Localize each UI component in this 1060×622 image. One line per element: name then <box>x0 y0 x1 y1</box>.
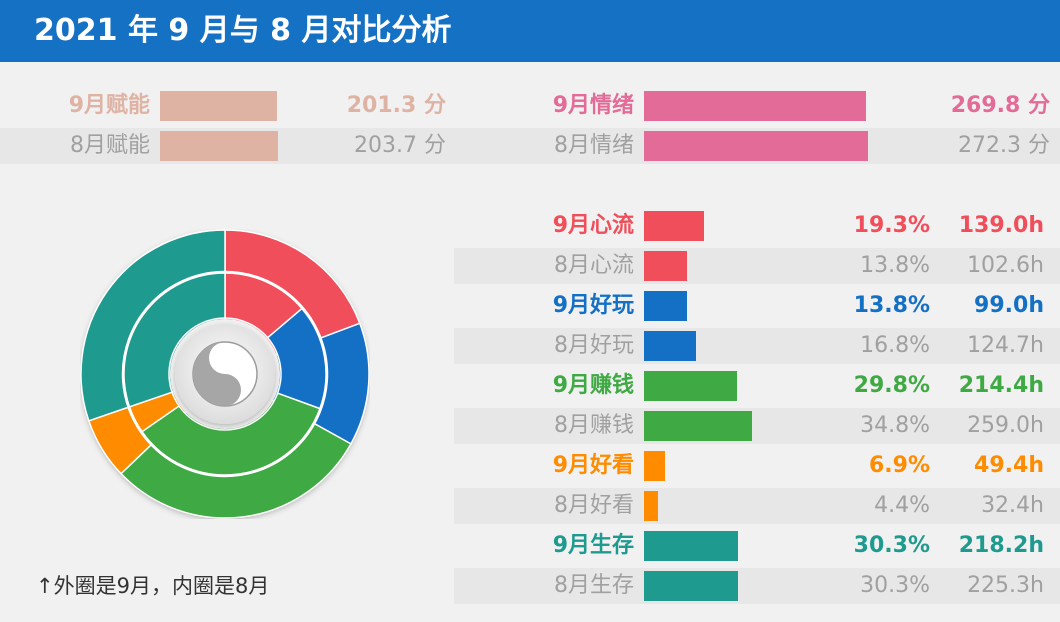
category-percent: 30.3% <box>853 533 930 558</box>
summary-bar <box>160 131 278 161</box>
summary-row-emotion: 9月情绪 269.8 分 <box>452 88 1060 124</box>
category-label: 8月生存 <box>554 573 634 598</box>
category-label: 9月心流 <box>552 213 634 238</box>
category-hours: 49.4h <box>974 453 1044 478</box>
category-row: 9月好看 6.9% 49.4h <box>454 448 1060 484</box>
category-bar <box>644 531 738 561</box>
summary-value: 272.3 分 <box>958 133 1050 158</box>
category-label: 8月好看 <box>554 493 634 518</box>
inner-ring-slice-money <box>141 392 321 476</box>
category-hours: 32.4h <box>981 493 1044 518</box>
category-bar <box>644 331 696 361</box>
category-label: 9月赚钱 <box>552 373 634 398</box>
category-hours: 124.7h <box>967 333 1044 358</box>
summary-label: 9月情绪 <box>552 93 634 118</box>
donut-chart <box>80 229 370 519</box>
category-row: 8月赚钱 34.8% 259.0h <box>454 408 1060 444</box>
category-label: 8月赚钱 <box>554 413 634 438</box>
summary-label: 9月赋能 <box>68 93 150 118</box>
category-percent: 4.4% <box>874 493 930 518</box>
category-hours: 139.0h <box>958 213 1044 238</box>
category-row: 8月好玩 16.8% 124.7h <box>454 328 1060 364</box>
summary-bar <box>644 131 868 161</box>
category-row: 9月赚钱 29.8% 214.4h <box>454 368 1060 404</box>
category-percent: 13.8% <box>853 293 930 318</box>
summary-label: 8月赋能 <box>70 133 150 158</box>
category-label: 9月好玩 <box>552 293 634 318</box>
category-bar <box>644 491 658 521</box>
category-label: 8月心流 <box>554 253 634 278</box>
summary-row-energy: 8月赋能 203.7 分 <box>0 128 452 164</box>
category-hours: 218.2h <box>958 533 1044 558</box>
category-hours: 225.3h <box>967 573 1044 598</box>
summary-bar <box>160 91 277 121</box>
inner-ring-slice-survive <box>123 272 226 408</box>
category-hours: 259.0h <box>967 413 1044 438</box>
category-bar <box>644 411 752 441</box>
ring-divider <box>121 270 329 478</box>
category-hours: 99.0h <box>974 293 1044 318</box>
category-percent: 6.9% <box>868 453 930 478</box>
category-row: 8月生存 30.3% 225.3h <box>454 568 1060 604</box>
category-bar <box>644 251 687 281</box>
category-row: 9月心流 19.3% 139.0h <box>454 208 1060 244</box>
summary-row-energy: 9月赋能 201.3 分 <box>0 88 452 124</box>
category-percent: 13.8% <box>860 253 930 278</box>
page-title: 2021 年 9 月与 8 月对比分析 <box>34 13 452 48</box>
category-hours: 214.4h <box>958 373 1044 398</box>
category-percent: 30.3% <box>860 573 930 598</box>
category-bar <box>644 451 665 481</box>
category-bar <box>644 291 687 321</box>
summary-bar <box>644 91 866 121</box>
yin-yang-icon <box>192 341 258 407</box>
category-row: 9月好玩 13.8% 99.0h <box>454 288 1060 324</box>
summary-value: 269.8 分 <box>950 93 1050 118</box>
header-bar: 2021 年 9 月与 8 月对比分析 <box>0 0 1060 62</box>
summary-row-emotion: 8月情绪 272.3 分 <box>452 128 1060 164</box>
category-hours: 102.6h <box>967 253 1044 278</box>
donut-footnote: ↑外圈是9月，内圈是8月 <box>36 574 270 598</box>
category-percent: 29.8% <box>853 373 930 398</box>
category-label: 8月好玩 <box>554 333 634 358</box>
category-percent: 16.8% <box>860 333 930 358</box>
category-bar <box>644 371 737 401</box>
category-row: 9月生存 30.3% 218.2h <box>454 528 1060 564</box>
category-row: 8月好看 4.4% 32.4h <box>454 488 1060 524</box>
category-label: 9月好看 <box>552 453 634 478</box>
category-bar <box>644 571 738 601</box>
category-bar <box>644 211 704 241</box>
summary-value: 201.3 分 <box>346 93 446 118</box>
category-percent: 19.3% <box>853 213 930 238</box>
summary-value: 203.7 分 <box>354 133 446 158</box>
category-row: 8月心流 13.8% 102.6h <box>454 248 1060 284</box>
category-percent: 34.8% <box>860 413 930 438</box>
summary-label: 8月情绪 <box>554 133 634 158</box>
category-label: 9月生存 <box>552 533 634 558</box>
